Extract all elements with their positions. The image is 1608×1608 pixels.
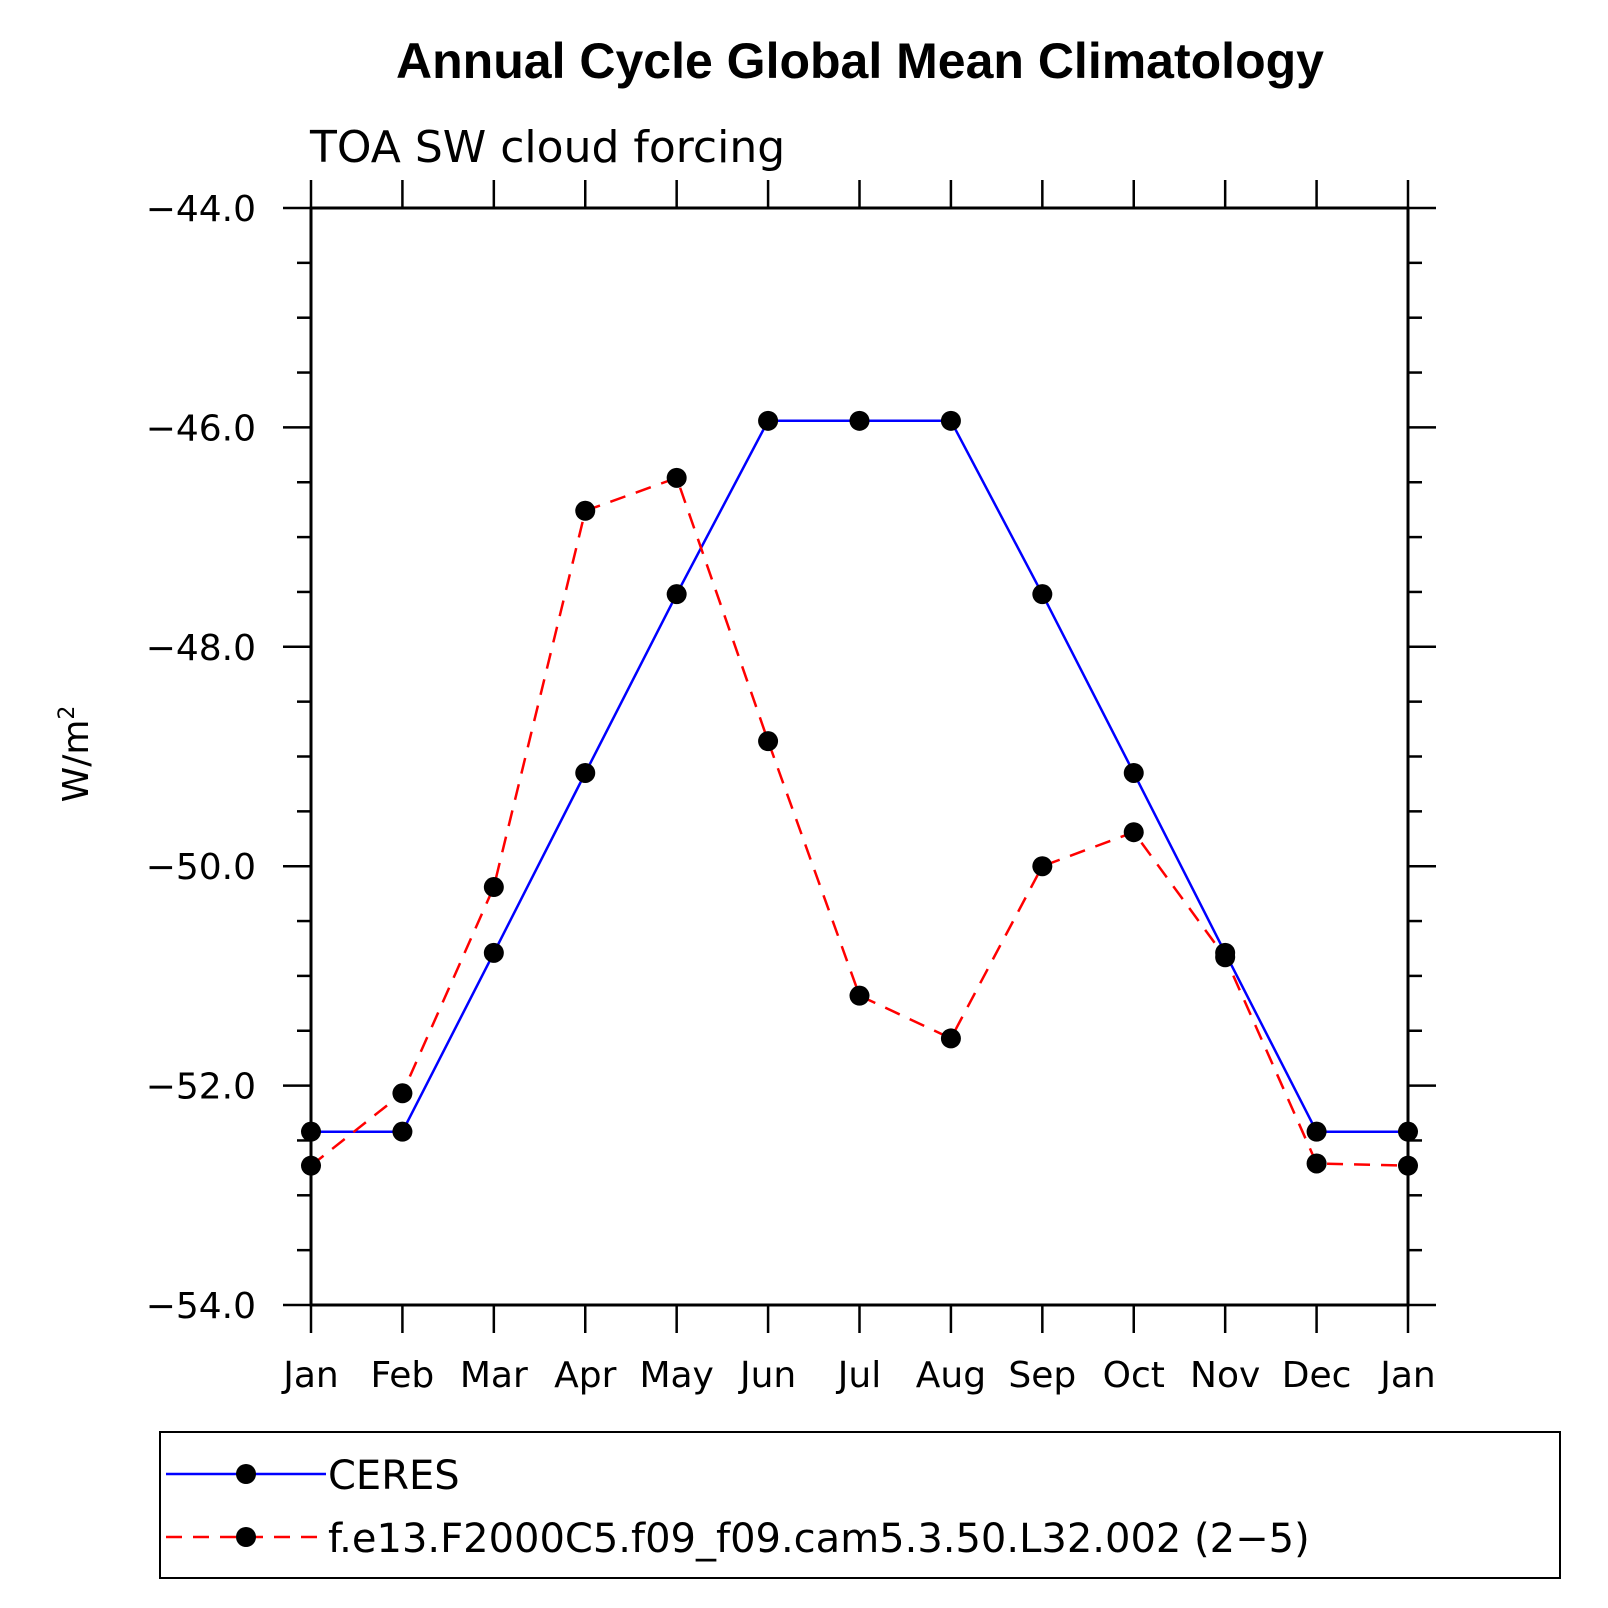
x-tick-label: Sep (1008, 1355, 1076, 1396)
series-point-0 (575, 762, 596, 783)
y-axis-label-text: W/m (56, 720, 97, 803)
y-axis-label-superscript: 2 (55, 706, 80, 720)
y-tick-label: −50.0 (146, 847, 256, 888)
legend-box (159, 1431, 1561, 1579)
series-point-0 (301, 1121, 321, 1142)
x-tick-label: May (639, 1355, 713, 1396)
y-tick-label: −48.0 (146, 628, 256, 669)
y-axis-label: W/m2 (55, 706, 97, 803)
series-point-1 (1123, 822, 1144, 843)
y-tick-label: −54.0 (146, 1286, 256, 1327)
series-layer (301, 410, 1418, 1176)
series-point-1 (483, 877, 504, 898)
series-point-0 (392, 1121, 413, 1142)
series-point-1 (940, 1028, 961, 1049)
x-tick-label: Jun (738, 1355, 796, 1396)
series-point-1 (575, 500, 596, 521)
series-point-1 (1032, 856, 1053, 877)
series-point-0 (1398, 1121, 1418, 1142)
chart-subtitle: TOA SW cloud forcing (309, 122, 785, 173)
series-line-1 (310, 476, 1409, 1167)
x-tick-label: Oct (1103, 1355, 1165, 1396)
chart-title: Annual Cycle Global Mean Climatology (396, 33, 1324, 89)
legend-marker-ceres (236, 1464, 256, 1484)
x-tick-label: Nov (1190, 1355, 1260, 1396)
y-tick-label: −44.0 (146, 189, 256, 230)
legend-label-model: f.e13.F2000C5.f09_f09.cam5.3.50.L32.002 … (328, 1516, 1310, 1562)
x-tick-label: Dec (1282, 1355, 1352, 1396)
series-point-1 (392, 1083, 413, 1104)
series-point-1 (1398, 1155, 1418, 1176)
series-point-1 (849, 985, 870, 1006)
y-tick-label: −46.0 (146, 408, 256, 449)
x-tick-label: Aug (916, 1355, 986, 1396)
x-tick-label: Mar (460, 1355, 528, 1396)
x-tick-label: Apr (554, 1355, 616, 1396)
y-ticks: −54.0 −52.0 −50.0 −48.0 −46.0 −44.0 (146, 189, 1436, 1327)
series-point-1 (1306, 1153, 1327, 1174)
series-point-1 (301, 1155, 321, 1176)
series-point-0 (849, 410, 870, 431)
x-tick-label: Feb (371, 1355, 435, 1396)
x-tick-label: Jan (1378, 1355, 1436, 1396)
legend: CERES f.e13.F2000C5.f09_f09.cam5.3.50.L3… (159, 1431, 1561, 1579)
series-point-0 (666, 584, 687, 605)
x-ticks: Jan Feb Mar Apr May Jun Jul Aug Sep Oct Nov Dec Jan (281, 180, 1436, 1396)
series-line-0 (311, 419, 1408, 1133)
series-point-0 (1123, 762, 1144, 783)
x-tick-label: Jul (836, 1355, 881, 1396)
legend-label-ceres: CERES (328, 1453, 460, 1499)
plot-frame (309, 206, 1410, 1307)
series-point-0 (483, 942, 504, 963)
series-point-0 (1032, 584, 1053, 605)
y-tick-label: −52.0 (146, 1067, 256, 1108)
series-point-0 (1306, 1121, 1327, 1142)
series-point-1 (1215, 947, 1236, 968)
x-tick-label: Jan (281, 1355, 339, 1396)
series-point-1 (758, 731, 779, 752)
legend-marker-model (236, 1527, 256, 1547)
series-point-0 (940, 410, 961, 431)
series-point-0 (758, 410, 779, 431)
series-point-1 (666, 467, 687, 488)
